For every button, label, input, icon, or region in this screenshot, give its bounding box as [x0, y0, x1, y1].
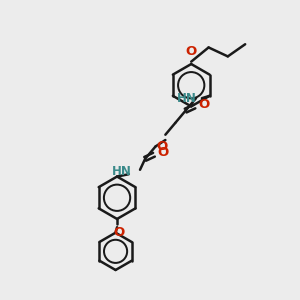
Text: O: O: [113, 226, 124, 239]
Text: O: O: [156, 140, 167, 153]
Text: HN: HN: [177, 92, 197, 105]
Text: HN: HN: [112, 165, 132, 178]
Text: O: O: [158, 146, 169, 159]
Text: O: O: [198, 98, 209, 111]
Text: O: O: [186, 44, 197, 58]
